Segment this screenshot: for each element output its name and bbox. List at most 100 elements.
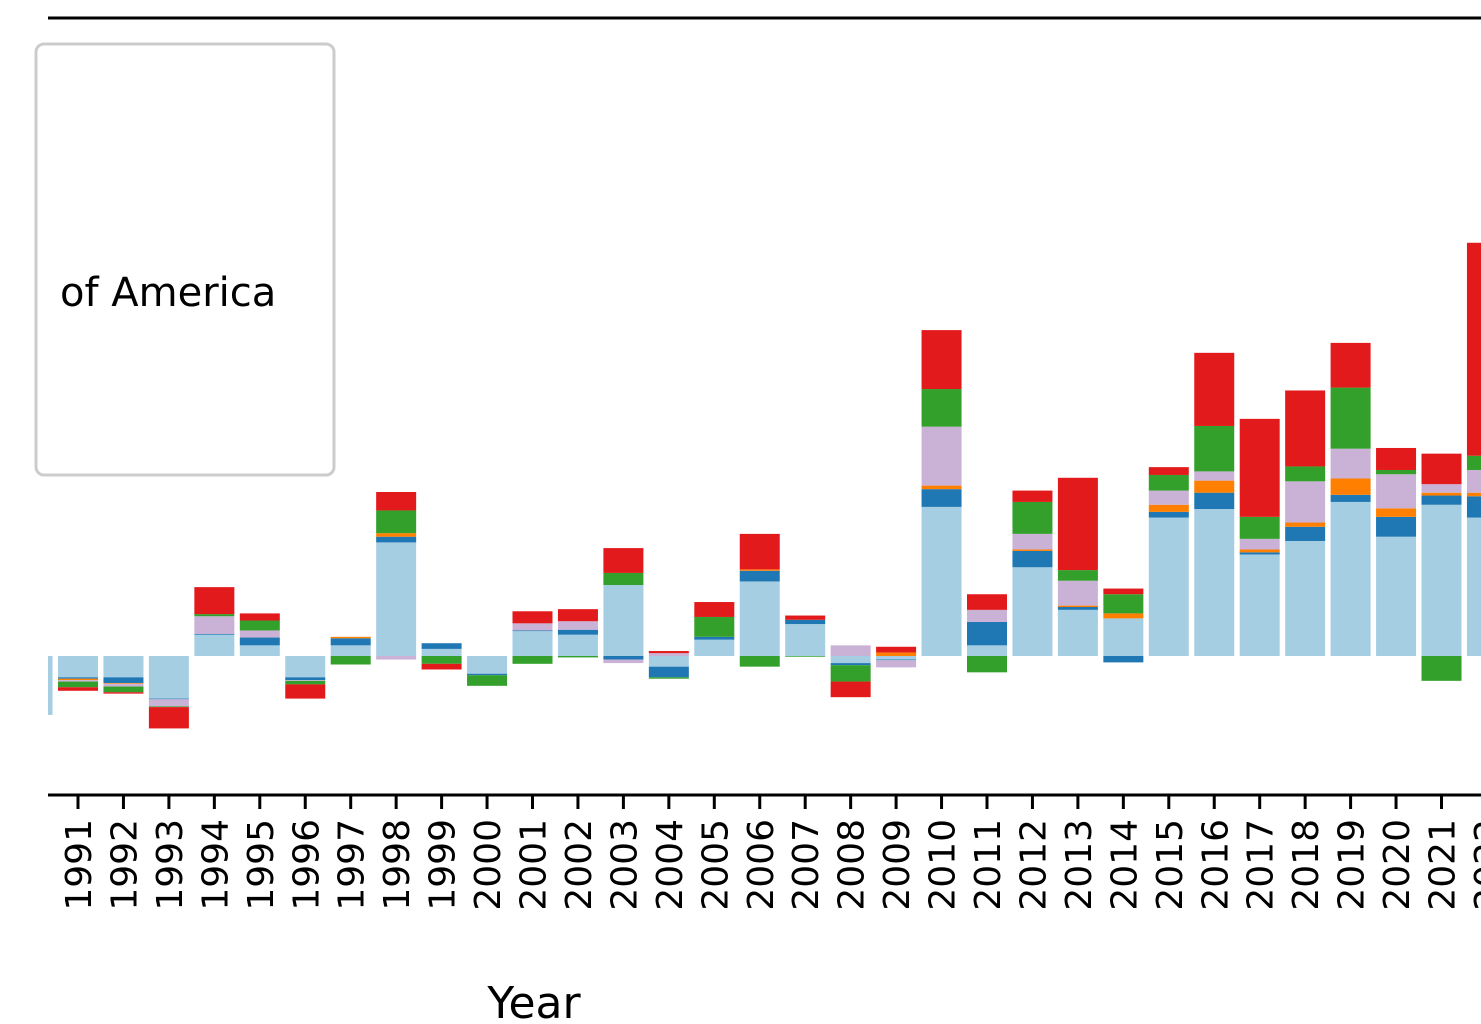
x-tick-label: 2015 (1150, 819, 1191, 911)
bar-2005-s5 (694, 602, 735, 617)
x-tick-label: 1996 (286, 819, 327, 911)
x-tick-label: 1992 (104, 819, 145, 911)
bar-2002-s3 (557, 621, 598, 630)
bar-1998-s3 (376, 656, 417, 660)
bar-1996-s1 (285, 677, 326, 681)
bar-1993-s3 (148, 699, 189, 707)
bar-2011-s4 (967, 656, 1007, 673)
bar-2008-s4 (830, 665, 871, 682)
legend-entry-text: of America (60, 270, 276, 316)
bar-2010-s0 (921, 506, 962, 656)
bar-2001-s0 (512, 631, 553, 656)
x-tick-label: 2001 (514, 819, 555, 911)
bar-2017-s2 (1239, 549, 1280, 553)
bar-2017-s1 (1239, 552, 1280, 555)
bar-2012-s0 (1012, 567, 1053, 656)
bars-layer (48, 242, 1481, 729)
bar-2004-s4 (648, 677, 689, 679)
bar-2004-s1 (648, 666, 689, 678)
bar-1995-s1 (239, 637, 280, 646)
bar-1994-s1 (194, 633, 235, 635)
bar-2000-s1 (467, 673, 508, 676)
bar-2015-s5 (1148, 467, 1189, 475)
bar-2019-s3 (1330, 448, 1371, 479)
bar-1991-s1 (58, 677, 98, 679)
bar-2012-s1 (1012, 550, 1053, 568)
bar-1996-s4 (285, 680, 326, 685)
bar-1999-s5 (421, 663, 462, 670)
bar-2011-s0 (967, 645, 1007, 656)
bar-2011-s5 (967, 594, 1007, 610)
bar-2014-s1 (1103, 656, 1144, 663)
bar-2004-s3 (648, 653, 689, 656)
bar-2021-s2 (1421, 492, 1462, 496)
bar-1998-s2 (376, 533, 417, 537)
bar-2009-s2 (876, 652, 917, 656)
x-tick-label: 2020 (1377, 819, 1418, 911)
bar-1999-s4 (421, 656, 462, 664)
bar-2011-s1 (967, 621, 1007, 646)
bar-2021-s1 (1421, 495, 1462, 505)
bar-2018-s3 (1285, 481, 1326, 523)
bar-2021-s3 (1421, 484, 1462, 493)
bar-2014-s0 (1103, 618, 1144, 656)
bar-2008-s1 (830, 663, 871, 666)
x-tick-label: 2017 (1241, 819, 1282, 911)
bar-2015-s2 (1148, 504, 1189, 512)
bar-2010-s1 (921, 489, 962, 507)
bar-1998-s0 (376, 542, 417, 656)
bar-2021-s5 (1421, 453, 1462, 485)
x-tick-label: 1995 (241, 819, 282, 911)
bar-2014-s4 (1103, 594, 1144, 614)
bar-2022-s5 (1466, 242, 1481, 456)
bar-2010-s5 (921, 330, 962, 390)
x-tick-label: 1994 (195, 819, 236, 911)
bar-2007-s5 (785, 615, 826, 620)
bar-2019-s0 (1330, 501, 1371, 656)
bar-2015-s3 (1148, 490, 1189, 505)
bar-2015-s4 (1148, 474, 1189, 491)
bar-2001-s5 (512, 611, 553, 624)
bar-2006-s1 (739, 570, 780, 582)
bar-2018-s0 (1285, 540, 1326, 656)
bar-2018-s1 (1285, 526, 1326, 541)
bar-2011-s3 (967, 609, 1007, 622)
bar-2016-s0 (1194, 509, 1235, 656)
bar-2012-s2 (1012, 549, 1053, 551)
bar-1991-s3 (58, 680, 98, 682)
bar-2008-s3 (830, 645, 871, 656)
bar-1994-s4 (194, 614, 235, 617)
bar-1992-s1 (103, 677, 144, 683)
bar-1996-s5 (285, 684, 326, 699)
x-tick-label: 2013 (1059, 819, 1100, 911)
bar-1992-s4 (103, 686, 144, 693)
x-tick-label: 1991 (59, 819, 100, 911)
bar-1995-s0 (239, 645, 280, 656)
bar-1992-s2 (103, 682, 144, 684)
bar-partial-left (48, 656, 53, 715)
bar-2006-s0 (739, 581, 780, 656)
bar-1993-s4 (148, 706, 189, 708)
bar-2001-s4 (512, 656, 553, 664)
bar-1997-s4 (330, 656, 371, 665)
bar-2013-s0 (1057, 609, 1098, 656)
legend-box (34, 42, 336, 477)
bar-2006-s2 (739, 569, 780, 571)
bar-2010-s4 (921, 389, 962, 427)
bar-2006-s5 (739, 533, 780, 570)
x-tick-label: 2009 (877, 819, 918, 911)
bar-2003-s0 (603, 585, 644, 656)
bar-2016-s2 (1194, 480, 1235, 493)
x-tick-label: 2008 (832, 819, 873, 911)
bar-2016-s5 (1194, 352, 1235, 426)
bar-1993-s0 (148, 656, 189, 699)
bar-2005-s4 (694, 616, 735, 637)
x-tick-label: 2006 (741, 819, 782, 911)
bar-1995-s3 (239, 630, 280, 638)
bar-2003-s3 (603, 659, 644, 664)
bar-1997-s2 (330, 636, 371, 639)
bar-2002-s4 (557, 656, 598, 658)
bar-2021-s0 (1421, 504, 1462, 656)
x-tick-label: 2011 (968, 819, 1009, 911)
